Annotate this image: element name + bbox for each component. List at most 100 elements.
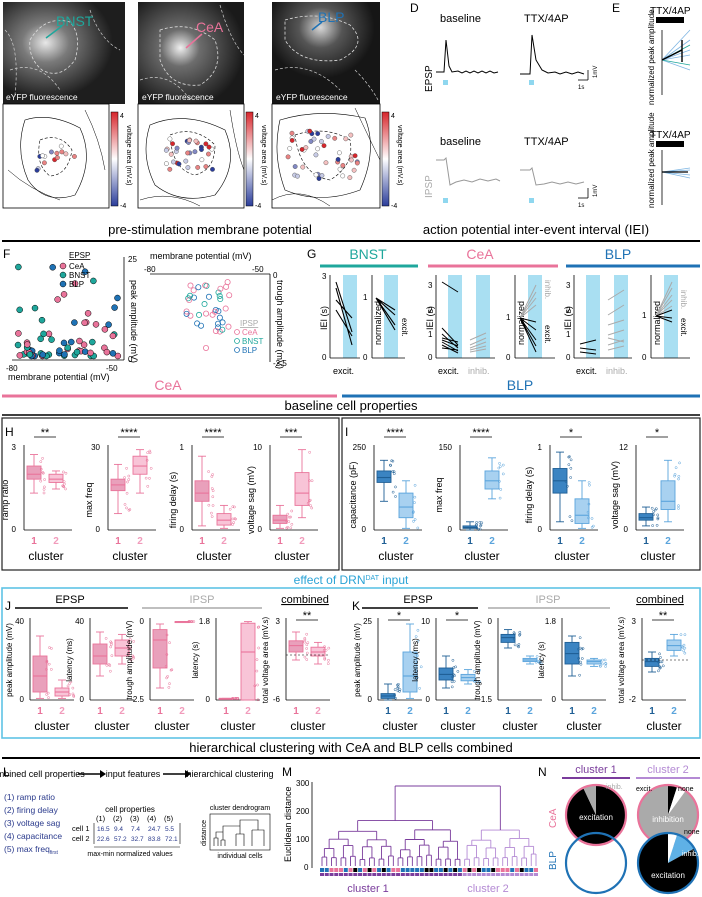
data-point [289,526,293,530]
data-point [499,488,503,491]
data-point [50,647,53,650]
data-point [413,518,417,521]
data-point [398,689,401,693]
table-cell: 83.8 [148,836,161,843]
cell-type-marker [534,868,538,872]
f-top-xlabel: membrane potential (mV) [150,251,252,261]
recorded-cell-dot [295,173,300,179]
data-point [132,656,135,660]
x-axis-label: cluster [154,719,189,733]
data-point [513,643,517,647]
y-tick: 0 [538,525,543,534]
table-col-header: (1) [96,814,106,823]
e-ylabel-top: normalized peak amplitude [647,9,656,105]
box [48,473,64,483]
x-axis-label: cluster [382,719,417,733]
data-point [413,483,417,487]
cell-type-marker [495,868,500,872]
box [574,498,590,524]
pie-slice [638,833,699,893]
ipsp-cell-point [183,308,190,315]
cell-type-marker [400,868,405,872]
recorded-cell-dot [59,149,65,155]
label-baseline-top: baseline [440,13,481,25]
data-point [456,670,460,673]
data-point [45,693,48,696]
epsp-cell-point [45,330,53,338]
data-point [72,695,76,698]
y-tick: 0 [140,617,145,626]
panel-e: E TTX/4AP normalized peak amplitude TTX/… [612,1,691,208]
colorbar-b [245,111,254,207]
recorded-cell-dot [58,143,64,149]
fluorescence-image-a [3,2,125,104]
feature-item: (4) capacitance [4,831,62,841]
ipsp-cell-point [216,314,223,321]
y-tick: -1.5 [478,695,492,704]
label-ttx-top: TTX/4AP [524,13,569,25]
data-point [478,680,482,684]
epsp-cell-point [84,310,92,317]
stim-marker [443,80,448,85]
g-tick: 0 [506,353,511,362]
data-point [498,480,501,483]
panel-d: D baseline TTX/4AP EPSP 1mV 1s baseline … [410,1,599,209]
n-cluster1: cluster 1 [575,764,617,776]
cell-type-marker [391,868,396,872]
j-epsp-heading: EPSP [55,594,84,606]
table-cell: 72.1 [165,836,178,843]
group-label: 1 [97,706,103,717]
data-point [413,495,417,499]
y-tick: 0 [448,525,453,534]
ipsp-cell-point [190,294,197,301]
data-point [655,523,659,527]
data-point [513,632,516,636]
data-point [683,651,687,655]
cluster-marker [510,873,515,876]
cluster-marker [367,873,372,876]
g-tick: 3 [322,272,327,281]
cell-type-marker [353,868,358,872]
group-label: 1 [31,536,37,547]
epsp-cell-point [26,351,34,358]
y-axis-label: firing delay (s) [524,467,534,524]
data-point [591,524,595,528]
data-point [42,488,46,491]
data-point [660,660,664,664]
f-legend-blp: BLP [69,280,84,289]
cell-type-marker [457,868,462,872]
data-point [129,646,132,650]
g-region-cea: CeA [466,246,494,262]
group-label: 2 [527,706,533,717]
f-legend-ipsp-cea: CeA [242,328,258,337]
f-legend-ipsp: IPSP [240,319,258,328]
recorded-cell-dot [285,154,291,160]
y-tick: 0 [206,695,211,704]
group-label: 1 [199,536,205,547]
cell-type-marker [343,868,348,872]
recorded-cell-dot [337,166,343,172]
data-point [604,662,608,666]
panel-g: G BNST CeA BLP 3 0 IEI (s) excit. 1 0 no… [307,246,700,376]
data-point [148,451,152,455]
y-tick: -2.5 [130,695,144,704]
y-tick: 3 [276,617,281,626]
data-point [512,631,516,635]
data-point [41,457,44,460]
fluorescence-image-c [272,2,380,104]
x-axis-label: cluster [94,719,129,733]
y-tick: 40 [15,617,24,626]
f-legend-bnst: BNST [69,271,90,280]
data-point [577,656,581,660]
recorded-cell-dot [289,138,295,143]
data-point [477,528,480,531]
y-axis-label: max freq [434,477,444,512]
cluster-marker [443,873,448,876]
cell-type-marker [514,868,519,872]
data-point [412,519,415,523]
fluorescence-image-b [138,2,244,104]
data-point [256,626,260,629]
data-point [123,503,127,506]
significance: **** [204,427,222,439]
